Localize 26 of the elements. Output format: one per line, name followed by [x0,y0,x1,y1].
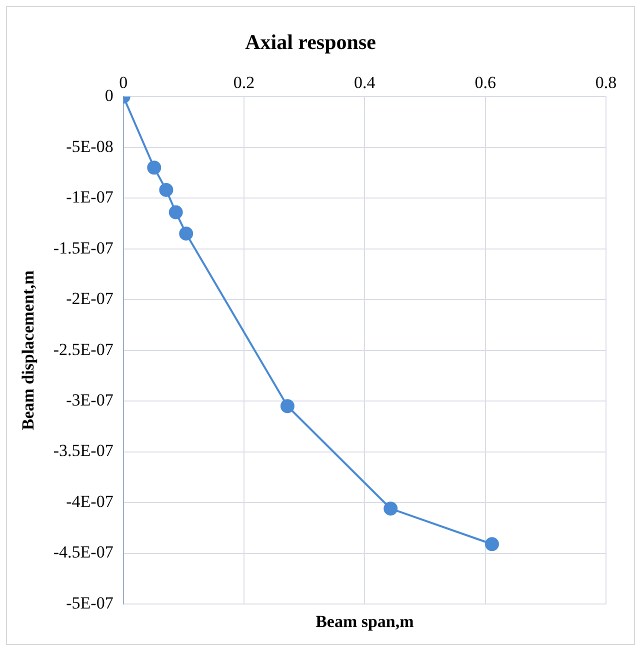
x-axis-title: Beam span,m [316,612,414,631]
y-tick-label: -5E-07 [66,593,114,612]
y-tick-label: -4.5E-07 [53,542,114,562]
y-tick-label: -1E-07 [66,188,114,207]
x-tick-label: 0.2 [233,72,255,92]
chart-title: Axial response [245,30,376,54]
point [384,502,398,516]
y-tick-label: -1.5E-07 [53,238,114,258]
y-tick-label: -4E-07 [66,492,114,511]
x-tick-label: 0.4 [354,72,376,92]
y-tick-label: -2.5E-07 [53,340,114,359]
point [280,399,294,414]
y-tick-label: 0 [104,86,114,106]
x-tick-label: 0.6 [474,72,496,92]
y-axis-title: Beam displacement,m [18,270,38,430]
x-tick-label: 0 [119,72,128,92]
x-tick-label: 0.8 [595,72,617,92]
y-tick-label: -5E-08 [66,136,114,156]
y-tick-label: -3.5E-07 [53,441,114,460]
point [168,205,183,220]
point [147,160,162,175]
point [159,182,174,197]
y-tick-label: -3E-07 [66,390,114,410]
y-tick-label: -2E-07 [66,289,114,308]
point [484,537,499,552]
point [179,226,194,241]
